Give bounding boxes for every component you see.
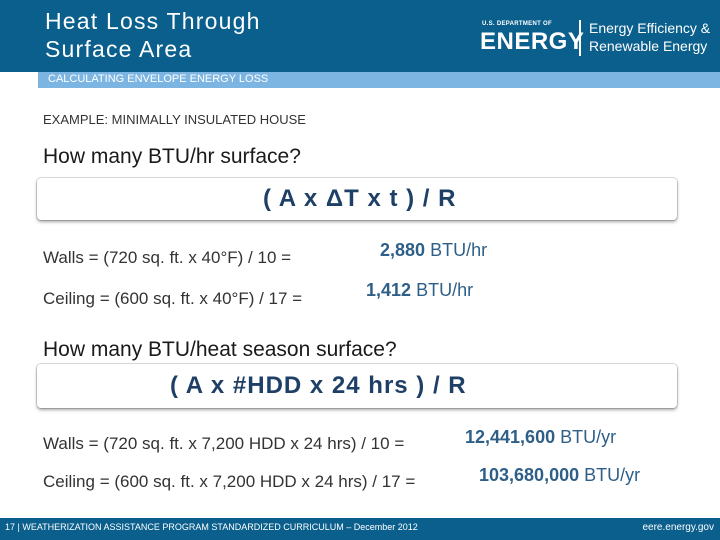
formula-btu-season: ( A x #HDD x 24 hrs ) / R xyxy=(170,372,467,399)
walls-value-btu-season: 12,441,600 xyxy=(465,427,556,447)
logo-divider xyxy=(579,20,581,56)
walls-result-btu-season: 12,441,600 BTU/yr xyxy=(465,427,616,448)
walls-result-btu-hr: 2,880 BTU/hr xyxy=(380,240,487,261)
walls-calc-btu-season: Walls = (720 sq. ft. x 7,200 HDD x 24 hr… xyxy=(43,434,405,453)
walls-unit-btu-season: BTU/yr xyxy=(560,427,617,447)
ceiling-result-btu-hr: 1,412 BTU/hr xyxy=(366,280,473,301)
ceiling-value-btu-hr: 1,412 xyxy=(366,280,412,300)
logo-dept-text: U.S. DEPARTMENT OF xyxy=(482,21,552,27)
section-subheader: CALCULATING ENVELOPE ENERGY LOSS xyxy=(48,73,269,85)
slide-title: Heat Loss Through Surface Area xyxy=(45,7,261,63)
walls-unit-btu-hr: BTU/hr xyxy=(430,240,488,260)
question-btu-hr: How many BTU/hr surface? xyxy=(43,145,301,168)
logo-energy-text: ENERGY xyxy=(480,28,585,55)
formula-box-btu-hr: ( A x ΔT x t ) / R xyxy=(37,178,677,220)
formula-box-btu-season: ( A x #HDD x 24 hrs ) / R xyxy=(37,364,677,408)
formula-btu-hr: ( A x ΔT x t ) / R xyxy=(263,185,457,212)
ceiling-unit-btu-hr: BTU/hr xyxy=(416,280,474,300)
walls-value-btu-hr: 2,880 xyxy=(380,240,426,260)
footer-left-bar: 17 | WEATHERIZATION ASSISTANCE PROGRAM S… xyxy=(0,518,483,540)
footer-right-bar: eere.energy.gov xyxy=(483,518,720,540)
logo-eere-line-2: Renewable Energy xyxy=(589,38,708,54)
ceiling-calc-btu-hr: Ceiling = (600 sq. ft. x 40°F) / 17 = xyxy=(43,289,303,308)
title-line-2: Surface Area xyxy=(45,36,193,62)
header-bar: Heat Loss Through Surface Area U.S. DEPA… xyxy=(0,0,720,72)
section-subheader-bar: CALCULATING ENVELOPE ENERGY LOSS xyxy=(38,72,720,88)
question-btu-season: How many BTU/heat season surface? xyxy=(43,338,397,361)
example-label: EXAMPLE: MINIMALLY INSULATED HOUSE xyxy=(43,112,306,127)
logo-eere-line-1: Energy Efficiency & xyxy=(589,20,711,36)
ceiling-value-btu-season: 103,680,000 xyxy=(479,465,580,485)
ceiling-result-btu-season: 103,680,000 BTU/yr xyxy=(479,465,640,486)
ceiling-unit-btu-season: BTU/yr xyxy=(584,465,641,485)
footer-website-link[interactable]: eere.energy.gov xyxy=(642,522,714,533)
title-line-1: Heat Loss Through xyxy=(45,8,261,34)
footer-citation: 17 | WEATHERIZATION ASSISTANCE PROGRAM S… xyxy=(5,522,418,532)
walls-calc-btu-hr: Walls = (720 sq. ft. x 40°F) / 10 = xyxy=(43,248,292,267)
ceiling-calc-btu-season: Ceiling = (600 sq. ft. x 7,200 HDD x 24 … xyxy=(43,472,416,491)
